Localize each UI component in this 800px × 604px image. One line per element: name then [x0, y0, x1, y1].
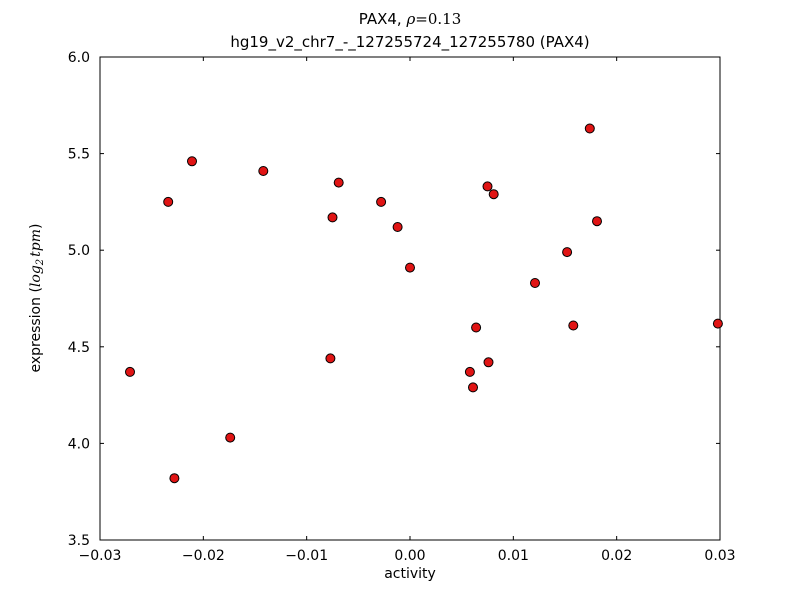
data-point	[592, 216, 602, 227]
x-tick-label: 0.00	[394, 548, 425, 564]
data-point	[325, 353, 336, 364]
y-axis-label-sub: 2	[35, 259, 46, 266]
y-tick-label: 6.0	[68, 50, 90, 66]
y-axis-label-pre: expression (	[28, 287, 44, 372]
y-axis-label-log: log	[28, 265, 44, 287]
y-tick-label: 5.5	[68, 147, 90, 163]
y-tick-label: 4.5	[68, 340, 90, 356]
data-point	[333, 177, 344, 188]
y-tick-label: 4.0	[68, 436, 90, 452]
axis-ticks: −0.03 −0.02 −0.01 0.00 0.01 0.02 0.03 3.5 4.0 4.5…	[68, 50, 736, 564]
data-point	[327, 212, 338, 223]
data-point	[392, 222, 403, 232]
chart-title-eq: =0.13	[415, 10, 461, 28]
data-point	[163, 196, 174, 207]
plot-frame	[99, 56, 721, 541]
x-tick-label: −0.01	[285, 548, 328, 564]
plot-border	[99, 56, 721, 541]
data-point	[376, 196, 387, 207]
data-point	[464, 366, 475, 377]
x-axis-label: activity	[384, 566, 436, 582]
chart-subtitle: hg19_v2_chr7_-_127255724_127255780 (PAX4…	[230, 33, 589, 52]
data-point	[187, 156, 197, 167]
data-point	[568, 320, 579, 331]
x-tick-label: −0.02	[182, 548, 225, 564]
x-tick-label: 0.03	[704, 548, 735, 564]
y-axis-label-post: )	[28, 223, 44, 228]
data-point	[468, 382, 478, 393]
scatter-points	[125, 123, 723, 484]
y-axis-label-tpm: tpm	[28, 229, 44, 257]
chart-title-prefix: PAX4,	[359, 10, 407, 28]
chart-title: PAX4, ρ=0.13	[359, 10, 462, 28]
x-tick-label: −0.03	[79, 548, 122, 564]
data-point	[225, 432, 236, 443]
data-point	[125, 366, 135, 377]
data-point	[712, 318, 723, 329]
y-tick-label: 3.5	[68, 533, 90, 549]
data-point	[483, 357, 494, 368]
data-point	[258, 166, 269, 176]
data-point	[405, 262, 415, 273]
y-tick-label: 5.0	[68, 243, 90, 259]
data-point	[488, 189, 499, 200]
chart-title-rho: ρ	[405, 10, 415, 28]
x-tick-label: 0.01	[498, 548, 529, 564]
data-point	[169, 473, 180, 484]
data-point	[482, 181, 493, 192]
data-point	[530, 278, 540, 288]
x-tick-label: 0.02	[601, 548, 632, 564]
y-axis-label: expression (log2 tpm)	[28, 223, 46, 372]
data-point	[584, 123, 595, 134]
data-point	[562, 247, 573, 258]
data-point	[471, 322, 482, 333]
